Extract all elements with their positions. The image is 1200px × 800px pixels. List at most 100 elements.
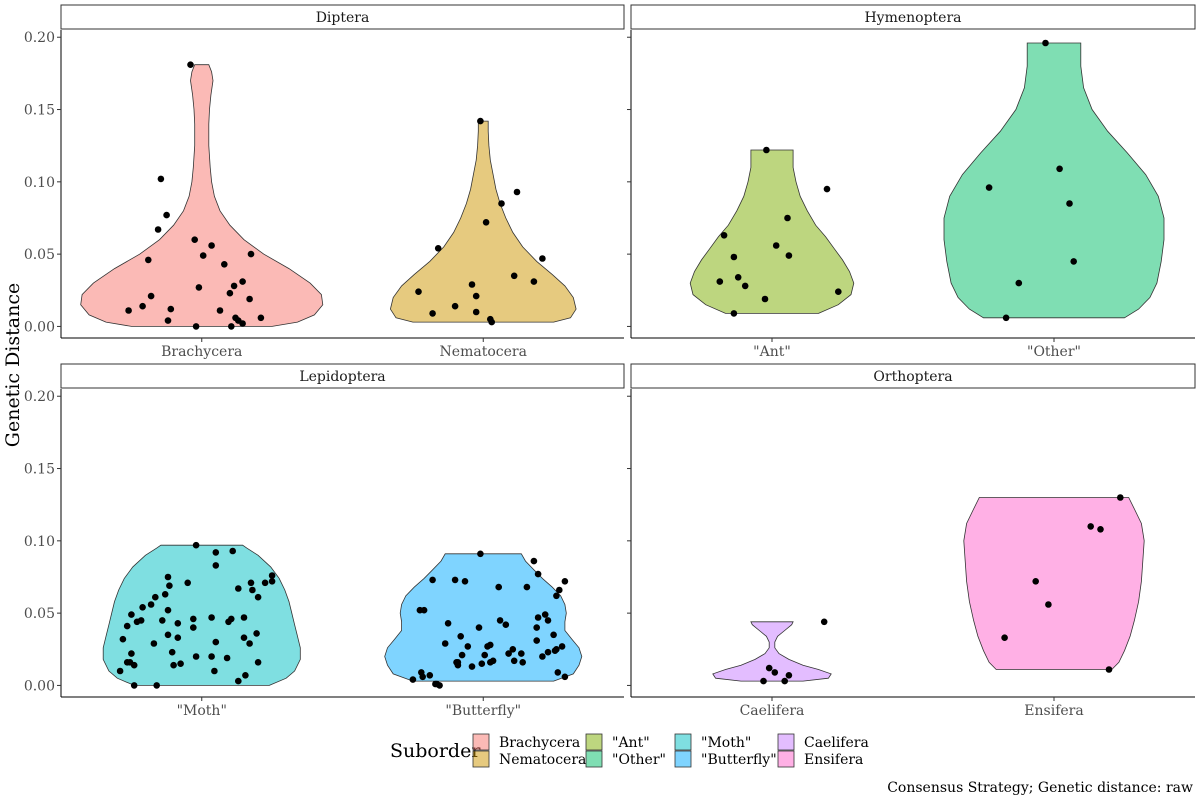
data-point: [509, 646, 517, 653]
data-point: [174, 634, 182, 641]
data-point: [161, 591, 169, 598]
data-point: [254, 593, 262, 601]
data-point: [461, 578, 469, 585]
data-point: [510, 657, 518, 665]
data-point: [771, 669, 779, 676]
x-tick-label-other: "Other": [1027, 344, 1081, 360]
data-point: [554, 669, 562, 676]
data-point: [481, 651, 489, 659]
x-tick-label-moth: "Moth": [177, 703, 227, 719]
data-point: [187, 61, 194, 68]
data-point: [730, 253, 738, 261]
data-point: [444, 620, 452, 627]
data-point: [192, 653, 200, 660]
data-point: [544, 617, 552, 624]
data-point: [415, 288, 422, 296]
data-point: [482, 219, 490, 226]
data-point: [139, 302, 146, 310]
data-point: [253, 630, 260, 637]
y-tick-label: 0.00: [24, 319, 55, 335]
data-point: [226, 289, 234, 297]
data-point: [478, 660, 486, 667]
data-point: [534, 570, 542, 578]
data-point: [498, 200, 505, 207]
data-point: [125, 307, 132, 314]
data-point: [533, 624, 540, 631]
data-point: [541, 611, 549, 618]
data-point: [523, 583, 531, 591]
y-tick-label: 0.20: [24, 30, 55, 46]
data-point: [159, 617, 166, 624]
data-point: [130, 682, 138, 689]
data-point: [451, 576, 459, 584]
data-point: [153, 682, 160, 689]
data-point: [488, 318, 496, 326]
data-point: [553, 646, 560, 653]
data-point: [147, 292, 155, 300]
data-point: [561, 578, 569, 585]
data-point: [489, 657, 497, 665]
data-point: [426, 672, 434, 679]
violin-caelifera: [712, 621, 832, 682]
data-point: [434, 245, 442, 252]
legend-title: Suborder: [390, 740, 481, 762]
data-point: [268, 572, 276, 579]
data-point: [1097, 526, 1104, 533]
data-point: [534, 614, 542, 621]
data-point: [1066, 200, 1073, 207]
y-axis-label: Genetic Distance: [2, 283, 24, 447]
data-point: [257, 314, 265, 322]
y-tick-label: 0.05: [24, 606, 55, 622]
data-point: [195, 284, 203, 291]
data-point: [249, 586, 256, 594]
data-point: [174, 620, 182, 627]
strip-lepidoptera: [60, 363, 625, 389]
data-point: [199, 252, 207, 259]
data-point: [558, 643, 566, 650]
data-point: [530, 278, 538, 285]
data-point: [553, 592, 560, 600]
data-point: [167, 305, 175, 313]
data-point: [190, 624, 197, 631]
data-point: [441, 640, 449, 647]
data-point: [781, 677, 788, 685]
data-point: [128, 611, 135, 618]
data-point: [1105, 666, 1113, 673]
data-point: [772, 242, 780, 249]
data-point: [720, 232, 728, 239]
data-point: [235, 677, 242, 685]
data-point: [228, 323, 235, 330]
data-point: [464, 643, 472, 650]
data-point: [212, 562, 220, 569]
data-point: [785, 252, 793, 259]
data-point: [1042, 39, 1049, 47]
data-point: [409, 676, 417, 683]
data-point: [1032, 578, 1039, 585]
data-point: [166, 582, 173, 589]
strip-hymenoptera: [630, 4, 1196, 30]
data-point: [1045, 601, 1052, 608]
data-point: [150, 640, 158, 647]
data-point: [223, 654, 231, 662]
legend-key-nematocera: [472, 750, 490, 768]
data-point: [468, 663, 476, 670]
data-point: [154, 226, 162, 233]
data-point: [495, 583, 503, 591]
caption: Consensus Strategy; Genetic distance: ra…: [887, 780, 1193, 796]
data-point: [420, 606, 428, 614]
data-point: [211, 667, 218, 675]
legend-label-other: "Other": [612, 752, 666, 768]
legend-label-ant: "Ant": [612, 735, 650, 751]
legend-key-brachycera: [472, 733, 490, 751]
data-point: [170, 661, 177, 669]
data-point: [164, 606, 172, 614]
data-point: [246, 295, 253, 303]
data-point: [240, 614, 248, 621]
data-point: [436, 682, 443, 689]
data-point: [216, 307, 224, 314]
x-tick-label-ensifera: Ensifera: [1024, 703, 1083, 719]
data-point: [208, 614, 215, 621]
legend-key-butterfly: [674, 750, 692, 768]
data-point: [533, 637, 540, 644]
